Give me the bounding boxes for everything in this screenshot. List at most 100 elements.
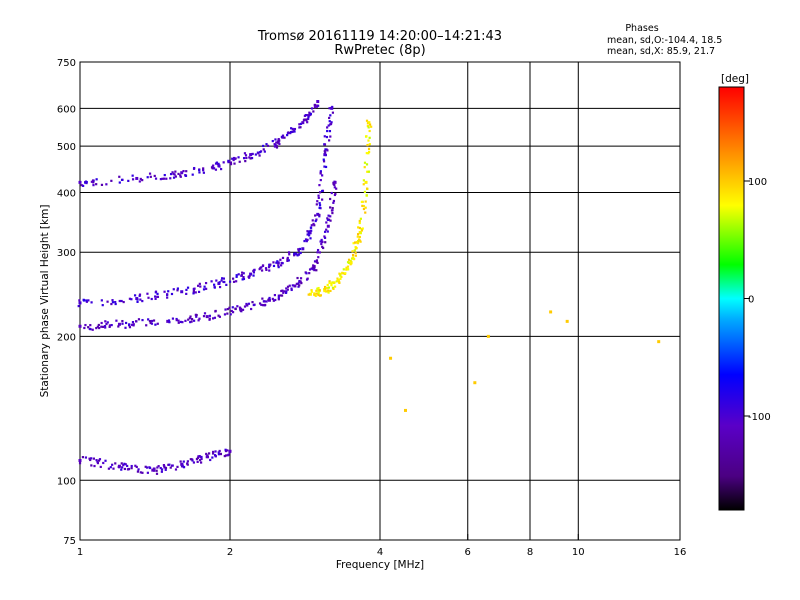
data-point (102, 461, 105, 465)
data-point (299, 251, 302, 255)
data-point (333, 186, 336, 189)
data-point (231, 277, 235, 280)
data-point (144, 465, 147, 468)
data-point (318, 213, 321, 217)
data-point (332, 199, 336, 203)
data-point (87, 299, 90, 302)
data-point (277, 264, 280, 267)
data-point (237, 156, 240, 159)
data-point (367, 139, 370, 142)
data-point (331, 211, 334, 215)
data-point (234, 157, 237, 160)
data-point (100, 299, 103, 302)
data-point (164, 468, 167, 471)
data-point (339, 274, 342, 277)
data-point (170, 292, 174, 296)
data-point (301, 247, 305, 251)
data-point (314, 294, 317, 297)
data-point (283, 136, 286, 139)
data-point (164, 466, 168, 470)
data-point (195, 313, 198, 317)
data-point (358, 226, 361, 230)
data-point (78, 301, 82, 305)
data-point (153, 469, 156, 472)
data-point (274, 298, 277, 302)
data-point (84, 181, 87, 184)
data-point (313, 266, 316, 269)
data-point (328, 116, 331, 120)
data-point (403, 408, 407, 412)
data-point (331, 206, 334, 210)
data-point (486, 334, 490, 338)
data-point (91, 328, 94, 331)
data-point (310, 107, 314, 110)
data-point (328, 129, 332, 133)
data-point (118, 175, 121, 178)
phase-x-stats: mean, sd,X: 85.9, 21.7 (607, 46, 715, 57)
data-point (323, 235, 326, 238)
data-point (333, 180, 337, 184)
data-point (199, 461, 203, 464)
data-point (354, 241, 357, 244)
data-point (366, 143, 369, 147)
data-point (182, 460, 185, 463)
data-point (139, 177, 142, 181)
data-point (329, 206, 332, 209)
data-point (124, 326, 127, 329)
data-point (110, 323, 113, 327)
data-point (359, 217, 362, 220)
data-point (224, 454, 228, 457)
data-point (264, 303, 267, 307)
data-point (360, 200, 363, 204)
data-point (317, 293, 320, 297)
data-point (186, 460, 189, 463)
data-point (96, 462, 100, 465)
data-point (217, 314, 220, 317)
data-point (236, 305, 239, 308)
data-point (308, 268, 312, 271)
data-point (115, 319, 118, 322)
data-point (137, 318, 141, 321)
y-tick-label: 750 (57, 58, 76, 69)
data-point (332, 182, 335, 186)
data-point (241, 308, 245, 311)
data-point (257, 152, 260, 155)
data-point (153, 174, 156, 178)
data-point (92, 457, 95, 460)
data-point (215, 279, 218, 282)
data-point (293, 254, 296, 257)
data-point (332, 287, 335, 291)
data-point (218, 315, 222, 318)
data-point (310, 290, 313, 293)
data-point (297, 249, 300, 252)
data-point (96, 325, 99, 328)
data-point (315, 203, 318, 206)
data-point (105, 183, 108, 186)
data-point (87, 326, 90, 329)
data-point (231, 157, 234, 160)
data-point (100, 325, 103, 328)
data-point (154, 295, 157, 298)
phase-o-stats: mean, sd,O:-104.4, 18.5 (607, 35, 722, 46)
data-point (347, 261, 351, 265)
data-point (328, 107, 331, 110)
data-point (264, 267, 268, 270)
data-point (320, 242, 323, 246)
data-point (319, 240, 322, 243)
data-point (196, 460, 199, 463)
data-point (104, 459, 107, 462)
data-point (180, 171, 184, 175)
data-point (315, 292, 319, 295)
data-point (185, 288, 188, 291)
data-point (104, 326, 107, 329)
data-point (293, 127, 297, 131)
data-point (319, 170, 322, 173)
data-point (190, 320, 193, 323)
data-point (291, 284, 294, 287)
colorbar-label: [deg] (721, 73, 749, 85)
data-point (297, 285, 300, 288)
data-point (80, 184, 83, 187)
chart-subtitle: RwPretec (8p) (334, 43, 425, 58)
data-point (99, 465, 102, 469)
data-point (327, 291, 330, 294)
